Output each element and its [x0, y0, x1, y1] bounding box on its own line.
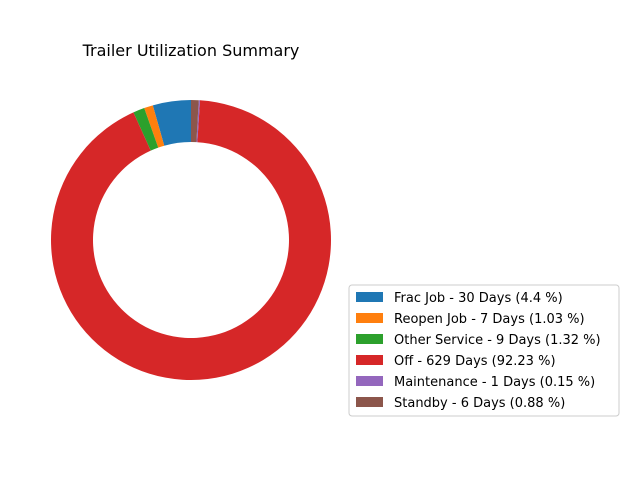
donut-slice-1	[144, 105, 165, 148]
donut-slice-5	[191, 100, 199, 143]
legend-frame	[348, 284, 620, 417]
donut-chart	[51, 100, 332, 381]
legend-label-0: Frac Job - 30 Days (4.4 %)	[394, 291, 563, 306]
legend-label-3: Off - 629 Days (92.23 %)	[394, 354, 556, 369]
legend-label-5: Standby - 6 Days (0.88 %)	[394, 396, 565, 411]
chart-legend: Frac Job - 30 Days (4.4 %) Reopen Job - 7…	[348, 284, 620, 417]
legend-swatch-3	[356, 355, 383, 365]
donut-slice-2	[133, 108, 159, 151]
donut-slice-4	[196, 100, 201, 143]
chart-title: Trailer Utilization Summary	[82, 41, 300, 60]
legend-swatch-4	[356, 376, 383, 386]
legend-swatch-2	[356, 334, 383, 344]
legend-swatch-5	[356, 397, 383, 407]
legend-label-2: Other Service - 9 Days (1.32 %)	[394, 333, 601, 348]
legend-swatch-1	[356, 313, 383, 323]
legend-label-1: Reopen Job - 7 Days (1.03 %)	[394, 312, 585, 327]
legend-label-4: Maintenance - 1 Days (0.15 %)	[394, 375, 595, 390]
donut-slice-0	[152, 100, 191, 146]
donut-slice-3	[51, 100, 332, 381]
legend-swatch-0	[356, 292, 383, 302]
